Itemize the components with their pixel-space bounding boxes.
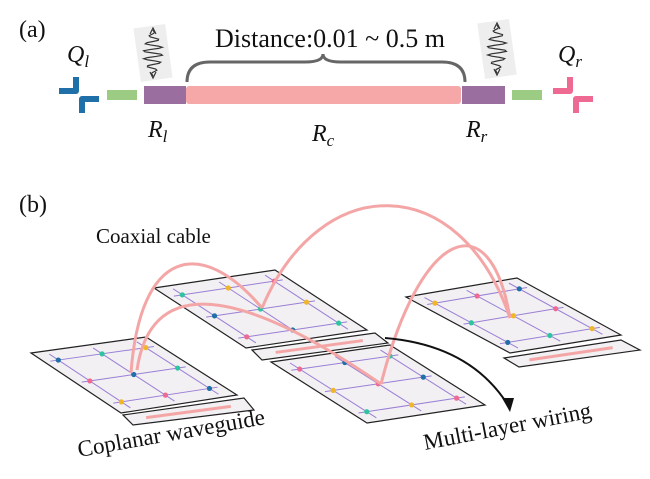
resonator-left <box>144 86 186 104</box>
strip-resonator <box>529 346 613 362</box>
qubit-node <box>474 293 480 299</box>
coupler-right <box>512 90 542 100</box>
panel-b-label: (b) <box>19 192 47 218</box>
qubit-node <box>131 371 137 378</box>
qubit-node <box>420 374 426 380</box>
distance-brace <box>185 53 467 83</box>
photon-wave <box>485 24 509 74</box>
qubit-node <box>553 306 559 312</box>
qubit-left-icon <box>59 77 99 113</box>
resonator-left-label: Rl <box>147 117 168 146</box>
panel-a-label: (a) <box>19 17 46 43</box>
qubit-node <box>516 286 522 292</box>
qubit-node <box>87 378 93 384</box>
qubit-node <box>453 395 460 401</box>
coupler-left <box>107 90 137 100</box>
qubit-node <box>211 313 218 319</box>
resonator-center-label: Rc <box>311 121 335 150</box>
qubit-node <box>505 339 511 346</box>
photon-icon-right <box>477 19 517 79</box>
photon-arrows <box>149 26 157 80</box>
qubit-node <box>143 345 149 351</box>
photon-wave <box>141 29 165 77</box>
qubit-node <box>99 351 105 357</box>
coaxial-cable <box>379 244 512 385</box>
coaxial-cables <box>129 204 512 386</box>
multilayer-arrow <box>384 337 509 406</box>
qubit-node <box>118 399 125 405</box>
qubit-node <box>175 365 181 371</box>
qubit-node <box>589 326 595 332</box>
qubit-shape <box>59 77 99 113</box>
qubit-node <box>364 409 370 415</box>
qubit-right-icon <box>553 77 593 113</box>
photon-arrows <box>493 21 501 77</box>
qubit-node <box>547 332 553 339</box>
qubit-right-label: Qr <box>558 42 582 71</box>
qubit-node <box>336 320 342 326</box>
strip-resonator <box>145 404 232 420</box>
qubit-node <box>468 320 474 326</box>
distance-label: Distance:0.01 ~ 0.5 m <box>215 24 445 53</box>
coaxial-cable-label: Coaxial cable <box>96 224 211 248</box>
qubit-node <box>179 292 185 298</box>
qubit-node <box>330 387 336 393</box>
qubit-node <box>510 313 517 319</box>
resonator-right <box>462 86 505 104</box>
arrow-head-icon <box>502 398 514 412</box>
qubit-node <box>162 392 169 398</box>
coaxial-cable <box>129 262 264 374</box>
coaxial-cable <box>260 204 512 319</box>
chip-plates <box>29 269 642 426</box>
resonator-right-label: Rr <box>465 117 488 146</box>
qubit-node <box>206 385 213 392</box>
resonator-center <box>186 86 461 104</box>
photon-icon-left <box>133 24 173 82</box>
qubit-shape <box>553 77 593 113</box>
qubit-node <box>297 366 303 372</box>
qubit-node <box>409 402 415 408</box>
qubit-node <box>244 334 250 340</box>
qubit-left-label: Ql <box>67 42 89 71</box>
qubit-node <box>432 300 438 306</box>
qubit-node <box>225 285 231 291</box>
qubit-node <box>55 357 61 363</box>
qubit-node <box>303 299 310 305</box>
coaxial-cable <box>135 302 382 386</box>
